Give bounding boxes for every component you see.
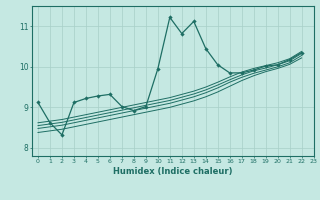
X-axis label: Humidex (Indice chaleur): Humidex (Indice chaleur) (113, 167, 233, 176)
